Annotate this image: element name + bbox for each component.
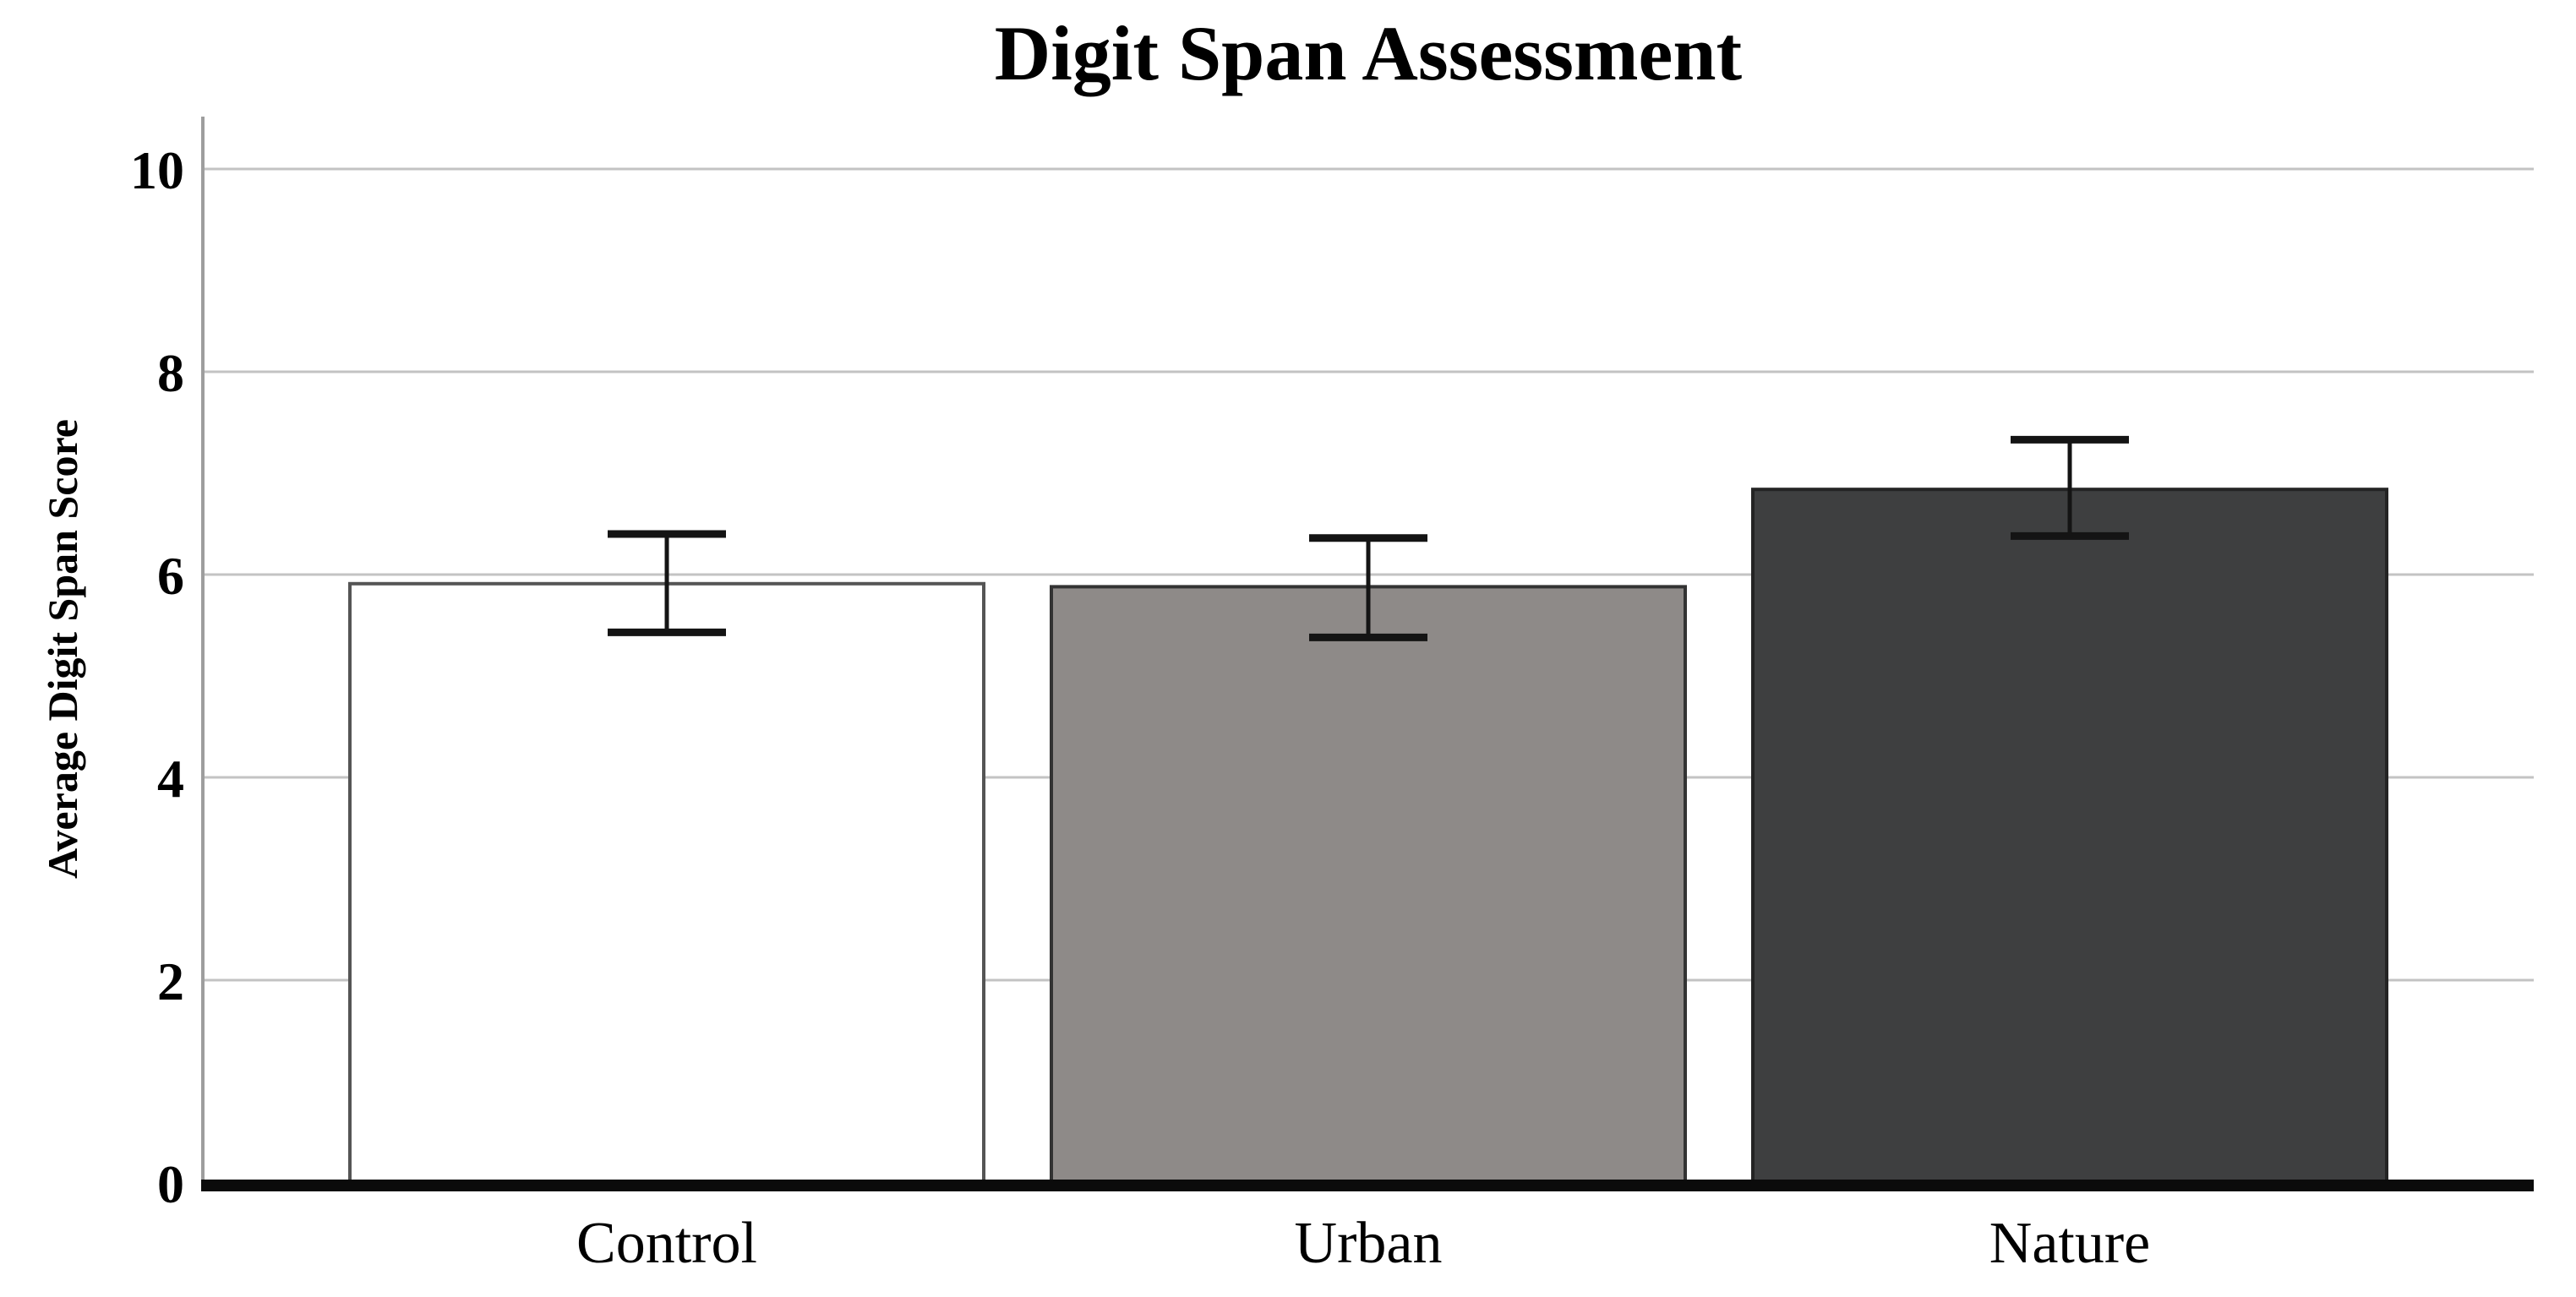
chart-title: Digit Span Assessment bbox=[994, 10, 1743, 96]
y-tick-label-4: 4 bbox=[157, 749, 184, 809]
x-category-label-control: Control bbox=[576, 1211, 757, 1276]
y-tick-label-6: 6 bbox=[157, 546, 184, 606]
x-axis-baseline bbox=[201, 1180, 2534, 1191]
y-tick-label-0: 0 bbox=[157, 1154, 184, 1214]
bar-control bbox=[348, 581, 985, 1185]
x-category-label-nature: Nature bbox=[1989, 1211, 2150, 1276]
y-tick-label-10: 10 bbox=[130, 140, 184, 200]
bar-urban bbox=[1050, 585, 1687, 1185]
x-category-label-urban: Urban bbox=[1295, 1211, 1443, 1276]
bar-nature bbox=[1751, 488, 2388, 1185]
y-tick-label-8: 8 bbox=[157, 343, 184, 403]
y-tick-label-2: 2 bbox=[157, 951, 184, 1011]
